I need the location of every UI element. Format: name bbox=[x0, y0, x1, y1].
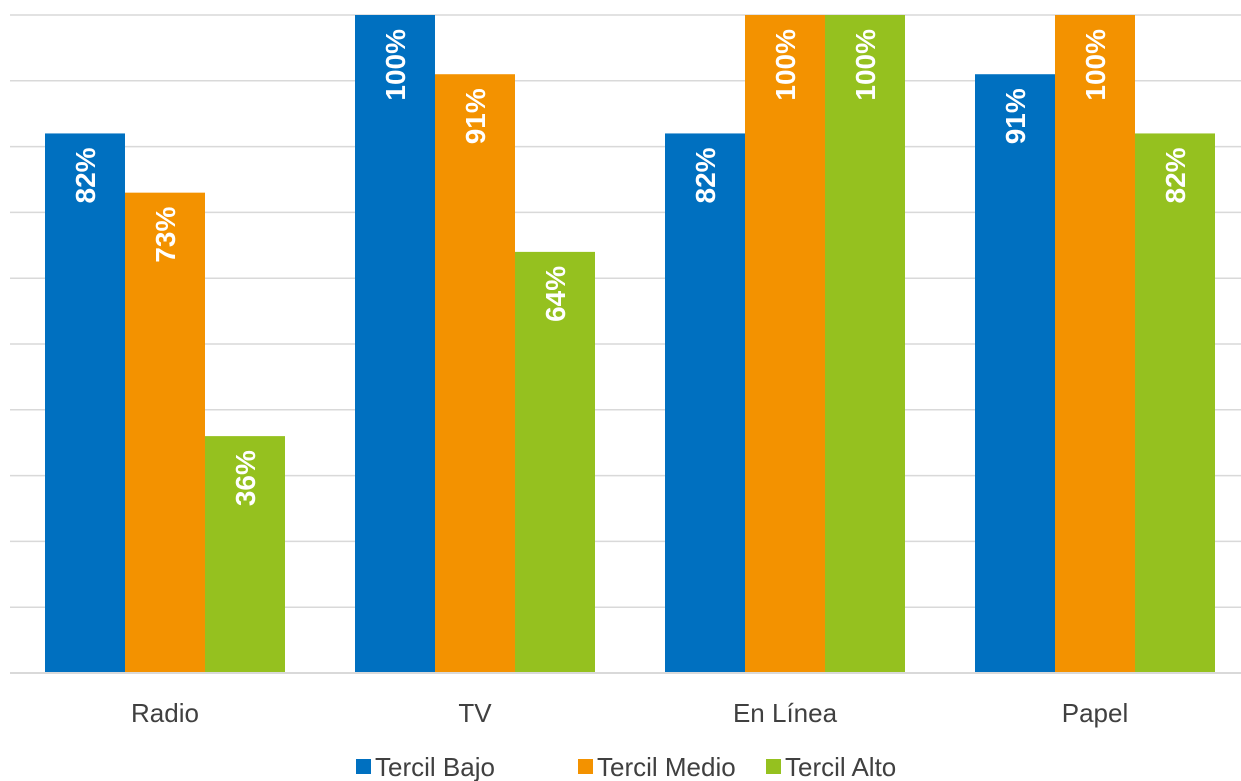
category-label: Radio bbox=[131, 698, 199, 728]
category-label: En Línea bbox=[733, 698, 838, 728]
data-label: 100% bbox=[1080, 29, 1111, 101]
bars bbox=[45, 15, 1215, 674]
data-label: 82% bbox=[70, 147, 101, 203]
legend-swatch bbox=[578, 759, 593, 774]
data-label: 100% bbox=[850, 29, 881, 101]
bar-tercil-bajo bbox=[355, 15, 435, 673]
data-label: 82% bbox=[1160, 147, 1191, 203]
legend: Tercil Bajo Tercil Medio Tercil Alto bbox=[356, 752, 896, 781]
data-label: 100% bbox=[380, 29, 411, 101]
bar-tercil-alto bbox=[825, 15, 905, 673]
bar-tercil-bajo bbox=[665, 133, 745, 673]
legend-swatch bbox=[766, 759, 781, 774]
data-label: 36% bbox=[230, 450, 261, 506]
category-labels: Radio TV En Línea Papel bbox=[131, 698, 1128, 728]
legend-label: Tercil Alto bbox=[785, 752, 896, 781]
legend-label: Tercil Medio bbox=[597, 752, 736, 781]
data-label: 100% bbox=[770, 29, 801, 101]
bar-tercil-alto bbox=[515, 251, 595, 673]
bar-tercil-medio bbox=[745, 15, 825, 673]
bar-tercil-bajo bbox=[45, 133, 125, 673]
data-label: 91% bbox=[1000, 88, 1031, 144]
data-label: 73% bbox=[150, 207, 181, 263]
category-label: TV bbox=[458, 698, 492, 728]
bar-tercil-alto bbox=[205, 436, 285, 673]
data-label: 82% bbox=[690, 147, 721, 203]
bar-tercil-alto bbox=[1135, 133, 1215, 673]
bar-tercil-bajo bbox=[975, 74, 1055, 674]
bar-tercil-medio bbox=[1055, 15, 1135, 673]
legend-label: Tercil Bajo bbox=[375, 752, 495, 781]
bar-tercil-medio bbox=[125, 192, 205, 673]
data-label: 64% bbox=[540, 266, 571, 322]
data-labels: 82% 73% 36% 100% 91% 64% 82% 100% 100% 91% 100% 82% bbox=[70, 29, 1191, 506]
data-label: 91% bbox=[460, 88, 491, 144]
category-label: Papel bbox=[1062, 698, 1129, 728]
legend-swatch bbox=[356, 759, 371, 774]
bar-tercil-medio bbox=[435, 74, 515, 674]
